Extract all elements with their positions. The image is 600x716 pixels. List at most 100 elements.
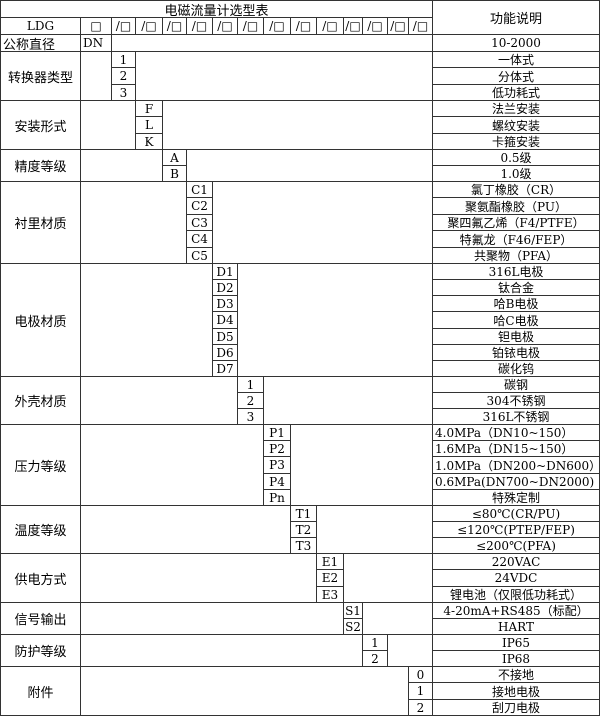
option-description: 氯丁橡胶（CR）	[432, 181, 600, 198]
model-code: LDG	[0, 17, 81, 35]
option-description: 接地电极	[432, 682, 600, 700]
section-label: 安装形式	[0, 100, 81, 150]
option-code: D7	[212, 360, 238, 377]
option-description: 特殊定制	[432, 489, 600, 506]
nominal-diameter-desc: 10-2000	[432, 34, 600, 52]
blank-cell	[162, 100, 433, 150]
blank-cell	[362, 602, 433, 635]
blank-cell	[80, 424, 264, 506]
option-code: T3	[290, 537, 317, 554]
blank-cell	[80, 602, 344, 635]
section-label: 供电方式	[0, 553, 81, 603]
option-description: ≤80℃(CR/PU)	[432, 505, 600, 522]
option-code: P4	[263, 473, 291, 490]
option-code: D3	[212, 295, 238, 312]
option-code: 1	[362, 634, 388, 651]
function-header: 功能说明	[432, 0, 600, 35]
blank-cell	[80, 100, 136, 150]
option-code: E2	[316, 569, 344, 587]
option-code: 1	[408, 682, 433, 700]
option-code: K	[135, 133, 163, 150]
option-description: 4.0MPa（DN10~150）	[432, 424, 600, 441]
blank-cell	[186, 149, 433, 182]
blank-cell	[263, 376, 433, 425]
option-code: C1	[186, 181, 213, 198]
option-code: P1	[263, 424, 291, 441]
blank-cell	[212, 181, 433, 264]
blank-cell	[387, 634, 433, 667]
option-code: T2	[290, 521, 317, 538]
section-label: 信号输出	[0, 602, 81, 635]
section-label: 衬里材质	[0, 181, 81, 264]
section-label: 转换器类型	[0, 51, 81, 101]
section-label: 温度等级	[0, 505, 81, 554]
option-code: 1	[237, 376, 264, 393]
model-slot: /□	[263, 17, 291, 35]
option-code: C2	[186, 197, 213, 215]
option-code: B	[162, 165, 187, 182]
option-code: C3	[186, 214, 213, 231]
option-description: 刮刀电极	[432, 699, 600, 716]
option-description: HART	[432, 618, 600, 635]
blank-cell	[80, 51, 112, 101]
blank-cell	[237, 263, 433, 377]
option-code: S1	[343, 602, 363, 619]
option-code: D1	[212, 263, 238, 280]
section-label: 压力等级	[0, 424, 81, 506]
blank-cell	[80, 634, 363, 667]
option-code: L	[135, 116, 163, 134]
table-title: 电磁流量计选型表	[0, 0, 433, 18]
option-description: 不接地	[432, 666, 600, 683]
blank-cell	[80, 181, 187, 264]
option-code: 3	[111, 84, 136, 101]
option-description: 碳钢	[432, 376, 600, 393]
option-description: 0.5级	[432, 149, 600, 166]
section-label: 电极材质	[0, 263, 81, 377]
option-code: E1	[316, 553, 344, 570]
option-code: D2	[212, 279, 238, 296]
blank-cell	[80, 376, 238, 425]
option-description: 铂铱电极	[432, 344, 600, 361]
option-code: 1	[111, 51, 136, 68]
option-description: 304不锈钢	[432, 392, 600, 409]
model-slot: /□	[237, 17, 264, 35]
section-label: 精度等级	[0, 149, 81, 182]
blank-cell	[343, 553, 433, 603]
option-code: D4	[212, 311, 238, 329]
model-slot: /□	[162, 17, 187, 35]
option-code: F	[135, 100, 163, 117]
blank-cell	[80, 505, 291, 554]
model-slot: /□	[186, 17, 213, 35]
section-label: 附件	[0, 666, 81, 716]
model-slot: /□	[135, 17, 163, 35]
option-code: 3	[237, 408, 264, 425]
blank-cell	[290, 424, 433, 506]
blank-cell	[80, 553, 317, 603]
option-description: 锂电池（仅限低功耗式）	[432, 586, 600, 603]
option-code: S2	[343, 618, 363, 635]
option-code: 2	[408, 699, 433, 716]
option-description: 聚氨酯橡胶（PU）	[432, 197, 600, 215]
option-code: C5	[186, 247, 213, 264]
option-description: 0.6MPa(DN700~DN2000)	[432, 473, 600, 490]
option-code: 2	[362, 650, 388, 667]
option-description: 316L电极	[432, 263, 600, 280]
option-description: 哈C电极	[432, 311, 600, 329]
option-code: Pn	[263, 489, 291, 506]
blank-cell	[80, 666, 409, 716]
model-slot: /□	[212, 17, 238, 35]
option-code: D6	[212, 344, 238, 361]
option-description: 卡箍安装	[432, 133, 600, 150]
option-description: 24VDC	[432, 569, 600, 587]
option-description: 钛合金	[432, 279, 600, 296]
option-code: A	[162, 149, 187, 166]
option-description: 哈B电极	[432, 295, 600, 312]
option-description: 分体式	[432, 67, 600, 85]
model-slot: /□	[316, 17, 344, 35]
option-description: 聚四氟乙烯（F4/PTFE）	[432, 214, 600, 231]
model-slot: /□	[387, 17, 409, 35]
option-description: 特氟龙（F46/FEP）	[432, 230, 600, 248]
blank-cell	[135, 51, 433, 101]
model-slot: /□	[290, 17, 317, 35]
